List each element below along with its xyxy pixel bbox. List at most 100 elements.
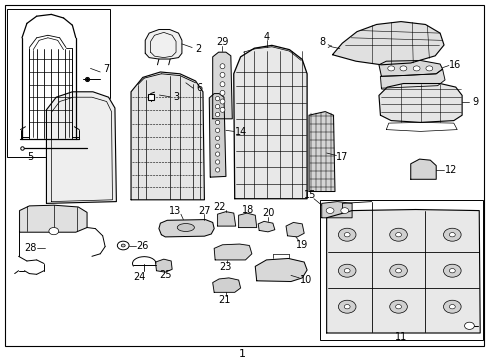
- Ellipse shape: [220, 99, 224, 104]
- Text: 25: 25: [159, 270, 171, 280]
- Circle shape: [117, 241, 129, 250]
- Polygon shape: [255, 258, 306, 282]
- Circle shape: [121, 244, 125, 247]
- Polygon shape: [212, 52, 232, 119]
- Text: 28: 28: [24, 243, 37, 253]
- Text: 27: 27: [198, 206, 210, 216]
- Text: 2: 2: [195, 44, 201, 54]
- Circle shape: [443, 228, 460, 241]
- Circle shape: [49, 228, 59, 235]
- Polygon shape: [378, 60, 442, 76]
- Polygon shape: [410, 159, 435, 179]
- Ellipse shape: [215, 120, 220, 125]
- Polygon shape: [155, 259, 172, 272]
- Polygon shape: [217, 212, 235, 226]
- Ellipse shape: [215, 112, 220, 117]
- Ellipse shape: [215, 152, 220, 156]
- Polygon shape: [233, 45, 306, 199]
- Ellipse shape: [220, 90, 224, 95]
- Text: 19: 19: [295, 240, 308, 250]
- Ellipse shape: [215, 128, 220, 132]
- Text: 15: 15: [304, 190, 316, 200]
- Ellipse shape: [177, 224, 194, 231]
- Circle shape: [344, 269, 349, 273]
- Ellipse shape: [215, 96, 220, 101]
- Circle shape: [389, 228, 407, 241]
- Text: 3: 3: [173, 92, 179, 102]
- Polygon shape: [308, 112, 334, 192]
- Polygon shape: [321, 202, 351, 218]
- Text: 13: 13: [168, 206, 181, 216]
- Circle shape: [399, 66, 406, 71]
- Text: 12: 12: [444, 165, 456, 175]
- Ellipse shape: [215, 168, 220, 172]
- Text: 11: 11: [394, 332, 407, 342]
- Text: 17: 17: [335, 152, 348, 162]
- Text: 4: 4: [263, 32, 269, 42]
- Circle shape: [448, 269, 454, 273]
- Circle shape: [338, 264, 355, 277]
- Bar: [7, 9, 110, 157]
- Text: 26: 26: [136, 240, 148, 251]
- Polygon shape: [212, 278, 240, 292]
- Ellipse shape: [215, 136, 220, 140]
- Circle shape: [395, 269, 401, 273]
- Text: 29: 29: [216, 37, 228, 48]
- Polygon shape: [145, 30, 182, 59]
- Text: 16: 16: [447, 60, 460, 70]
- Polygon shape: [131, 72, 204, 200]
- Polygon shape: [238, 213, 256, 228]
- Circle shape: [344, 305, 349, 309]
- Polygon shape: [20, 205, 87, 232]
- Ellipse shape: [215, 104, 220, 109]
- Circle shape: [344, 233, 349, 237]
- Polygon shape: [46, 92, 116, 203]
- Ellipse shape: [215, 160, 220, 164]
- Text: 23: 23: [219, 262, 232, 272]
- Text: 10: 10: [299, 275, 311, 285]
- Circle shape: [448, 233, 454, 237]
- Polygon shape: [332, 22, 443, 65]
- Circle shape: [338, 300, 355, 313]
- Circle shape: [448, 305, 454, 309]
- Circle shape: [443, 264, 460, 277]
- Polygon shape: [326, 210, 479, 333]
- Circle shape: [425, 66, 432, 71]
- Polygon shape: [214, 244, 251, 260]
- Text: 8: 8: [319, 37, 325, 48]
- Text: 1: 1: [238, 348, 245, 359]
- Circle shape: [395, 305, 401, 309]
- Text: 21: 21: [217, 294, 230, 305]
- Ellipse shape: [215, 144, 220, 148]
- Ellipse shape: [220, 72, 224, 77]
- Circle shape: [464, 322, 473, 329]
- Text: 6: 6: [196, 83, 202, 93]
- Text: 14: 14: [234, 127, 246, 137]
- Polygon shape: [378, 84, 461, 122]
- Text: 5: 5: [27, 152, 33, 162]
- Text: 9: 9: [471, 96, 477, 107]
- Text: 24: 24: [133, 272, 145, 282]
- Ellipse shape: [220, 64, 224, 69]
- Text: 22: 22: [212, 202, 225, 212]
- Circle shape: [325, 208, 333, 213]
- Circle shape: [389, 264, 407, 277]
- Circle shape: [389, 300, 407, 313]
- Circle shape: [338, 228, 355, 241]
- Circle shape: [412, 66, 419, 71]
- Ellipse shape: [220, 107, 224, 112]
- Text: 18: 18: [242, 204, 254, 215]
- Circle shape: [340, 208, 348, 213]
- Polygon shape: [209, 94, 225, 177]
- Polygon shape: [380, 69, 444, 88]
- Polygon shape: [285, 222, 304, 237]
- Ellipse shape: [220, 82, 224, 87]
- Polygon shape: [159, 220, 214, 237]
- Circle shape: [395, 233, 401, 237]
- Bar: [320, 200, 482, 340]
- Circle shape: [387, 66, 394, 71]
- Circle shape: [443, 300, 460, 313]
- Polygon shape: [258, 221, 274, 232]
- Text: 7: 7: [103, 64, 109, 74]
- Text: 20: 20: [261, 208, 274, 218]
